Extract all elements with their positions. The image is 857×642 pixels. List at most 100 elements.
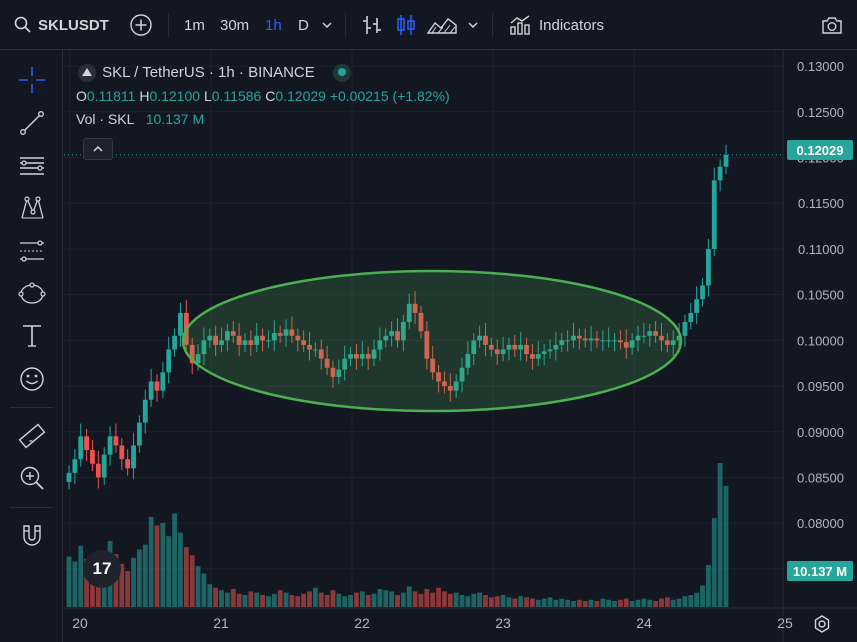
chart-type-dropdown[interactable] (467, 0, 479, 50)
volume-bar (125, 571, 131, 607)
tradingview-logo[interactable]: 17 (83, 550, 121, 588)
pattern-tool[interactable] (16, 192, 48, 224)
volume-bar (635, 599, 641, 607)
plus-circle-icon (130, 14, 152, 36)
high-label: H (139, 88, 150, 104)
volume-bar (406, 586, 412, 607)
candle-body (659, 335, 664, 341)
candle-body (612, 340, 617, 342)
candle-body (541, 351, 547, 355)
candle-body (242, 340, 248, 345)
forecast-icon (20, 240, 44, 262)
symbol-label: SKLUSDT (38, 16, 109, 34)
candle-body (266, 340, 271, 342)
candle-body (125, 459, 131, 469)
volume-bar (506, 597, 512, 607)
volume-label: Vol · SKL (76, 111, 134, 127)
interval-d[interactable]: D (298, 16, 309, 34)
candle-body (664, 340, 670, 345)
snapshot-button[interactable] (820, 0, 844, 50)
candle-body (477, 335, 483, 341)
volume-bar (84, 559, 89, 607)
candle-body (676, 335, 682, 341)
y-tick-label: 0.12500 (797, 105, 844, 120)
last-price-tag: 0.12029 (787, 140, 853, 160)
emoji-tool[interactable] (16, 363, 48, 395)
volume-bar (477, 592, 483, 607)
candle-body (535, 354, 541, 359)
text-tool[interactable] (16, 320, 48, 352)
volume-bar (547, 597, 553, 607)
magnet-tool[interactable] (16, 520, 48, 552)
volume-bar (670, 599, 676, 607)
volume-bar (354, 592, 359, 607)
bar-chart-type-button[interactable] (360, 0, 384, 50)
volume-bar (312, 587, 318, 607)
candle-body (383, 335, 389, 341)
y-tick-label: 0.09500 (797, 379, 844, 394)
area-chart-icon (426, 18, 457, 34)
volume-bar (283, 592, 289, 607)
candle-body (389, 331, 395, 336)
compare-button[interactable] (129, 0, 153, 50)
chart-settings-button[interactable] (812, 614, 832, 634)
interval-1m[interactable]: 1m (184, 16, 205, 34)
volume-bar (559, 598, 565, 607)
indicators-button[interactable]: Indicators (508, 0, 604, 50)
candle-body (711, 180, 717, 249)
candle-body (670, 340, 676, 345)
candle-body (95, 463, 101, 478)
candle-body (594, 338, 600, 341)
y-tick-label: 0.10000 (797, 333, 844, 348)
y-tick-label: 0.08500 (797, 470, 844, 485)
x-tick-label: 22 (354, 615, 370, 631)
ruler-icon (18, 423, 46, 449)
measure-tool[interactable] (16, 420, 48, 452)
candle-body (295, 335, 301, 341)
volume-bar (541, 598, 547, 607)
crosshair-tool[interactable] (16, 64, 48, 96)
volume-bar (576, 599, 582, 607)
volume-bar (254, 592, 260, 607)
volume-bar (483, 595, 488, 607)
candles-chart-type-button[interactable] (394, 0, 418, 50)
candle-body (442, 381, 447, 387)
volume-bar (565, 599, 571, 607)
volume-bar (136, 549, 142, 607)
interval-1h[interactable]: 1h (265, 16, 282, 34)
volume-bar (78, 545, 84, 607)
volume-bar (442, 591, 447, 607)
candle-body (219, 340, 224, 345)
candle-body (547, 349, 553, 352)
interval-30m[interactable]: 30m (220, 16, 250, 34)
volume-bar (664, 597, 670, 607)
candle-body (84, 436, 89, 451)
ohlc-legend: O0.11811 H0.12100 L0.11586 C0.12029 +0.0… (76, 88, 450, 104)
area-chart-type-button[interactable] (426, 0, 458, 50)
volume-bar (330, 590, 336, 607)
interval-dropdown[interactable] (321, 0, 333, 50)
forecast-tool[interactable] (16, 235, 48, 267)
collapse-legend-button[interactable] (83, 138, 113, 160)
candle-body (453, 381, 459, 391)
fib-tool[interactable] (16, 150, 48, 182)
candle-body (483, 335, 488, 345)
volume-bar (571, 601, 576, 607)
candle-body (530, 354, 535, 359)
zoom-tool[interactable] (16, 462, 48, 494)
candle-body (641, 335, 647, 337)
candle-body (430, 358, 436, 373)
volume-bar (142, 544, 148, 607)
volume-bar (219, 590, 224, 607)
volume-bar (723, 485, 729, 607)
symbol-search[interactable]: SKLUSDT (14, 0, 109, 50)
candle-body (635, 335, 641, 341)
volume-bar (641, 598, 647, 607)
candle-body (488, 344, 494, 350)
trend-line-tool[interactable] (16, 107, 48, 139)
candle-body (618, 340, 623, 343)
shapes-tool[interactable] (16, 278, 48, 310)
open-label: O (76, 88, 87, 104)
market-status-icon[interactable] (332, 64, 351, 82)
